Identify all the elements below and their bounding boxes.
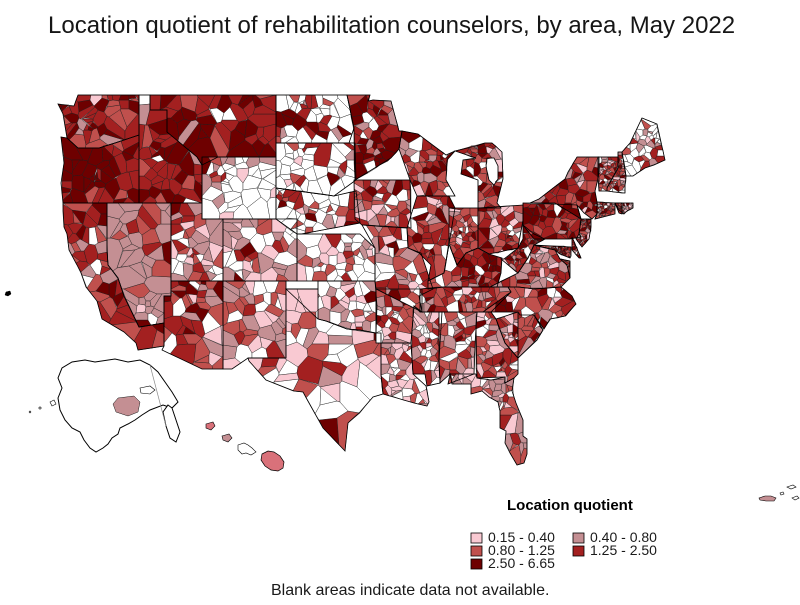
svg-text:1.25 - 2.50: 1.25 - 2.50 [590, 542, 657, 558]
svg-text:Blank areas indicate data not: Blank areas indicate data not available. [271, 582, 549, 599]
svg-text:Location quotient: Location quotient [507, 497, 633, 514]
svg-text:2.50 - 6.65: 2.50 - 6.65 [488, 555, 555, 571]
svg-text:Location quotient of rehabilit: Location quotient of rehabilitation coun… [48, 12, 735, 39]
